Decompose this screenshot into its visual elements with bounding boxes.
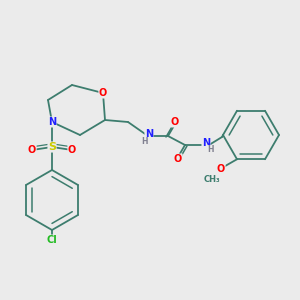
Text: O: O xyxy=(28,145,36,155)
Text: O: O xyxy=(174,154,182,164)
Text: N: N xyxy=(48,117,56,127)
Text: CH₃: CH₃ xyxy=(204,175,220,184)
Text: O: O xyxy=(171,117,179,127)
Text: N: N xyxy=(202,138,210,148)
Text: N: N xyxy=(145,129,153,139)
Text: Cl: Cl xyxy=(46,235,57,245)
Text: H: H xyxy=(142,137,148,146)
Text: O: O xyxy=(99,88,107,98)
Text: S: S xyxy=(48,142,56,152)
Text: O: O xyxy=(68,145,76,155)
Text: H: H xyxy=(207,146,213,154)
Text: O: O xyxy=(217,164,225,174)
